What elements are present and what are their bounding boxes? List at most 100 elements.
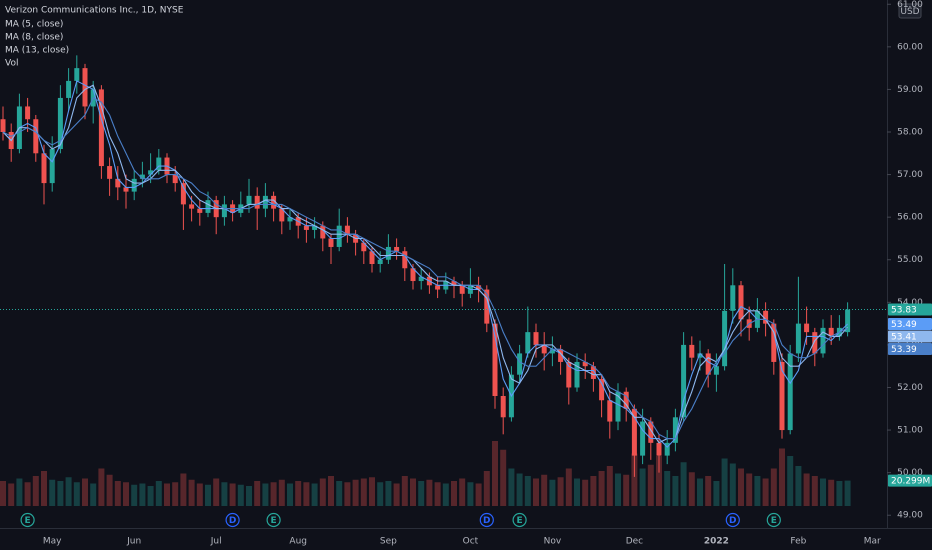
price-label: 53.49 [891, 320, 917, 330]
candle-body [566, 361, 572, 388]
candle-body [795, 323, 801, 354]
candle-body [279, 208, 285, 222]
candle-body [312, 225, 318, 230]
candle-body [435, 285, 441, 290]
event-label: D [229, 516, 236, 526]
candle-body [648, 421, 654, 443]
y-tick-label: 54.00 [897, 298, 923, 308]
volume-bar [16, 478, 23, 506]
candle-body [689, 344, 695, 358]
candle-body [148, 170, 154, 175]
volume-bar [426, 479, 433, 506]
moving-average-line [2, 97, 848, 440]
candle-body [123, 187, 129, 192]
event-badge[interactable] [20, 512, 35, 528]
volume-bar [98, 468, 105, 506]
volume-bar [729, 463, 736, 506]
event-badge[interactable] [266, 512, 281, 528]
volume-bar [254, 481, 261, 506]
volume-bar [147, 486, 154, 506]
event-badge[interactable] [766, 512, 781, 528]
candle-body [394, 246, 400, 252]
volume-bar [196, 483, 203, 506]
moving-average-line [2, 84, 849, 444]
volume-bar [65, 477, 72, 506]
volume-bar [631, 453, 638, 506]
candle-body [25, 106, 31, 120]
candle-body [221, 204, 227, 218]
candle-body [336, 225, 342, 247]
volume-bar [811, 476, 818, 506]
candle-body [262, 195, 268, 209]
candle-body [558, 349, 564, 362]
volume-bar [73, 482, 80, 506]
volume-bar [639, 468, 646, 506]
event-label: D [483, 516, 490, 526]
volume-bar [590, 476, 597, 506]
volume-bar [770, 468, 777, 506]
event-badge[interactable] [479, 512, 494, 528]
legend-entry: Vol [5, 59, 18, 69]
candle-body [197, 208, 203, 213]
event-label: D [729, 516, 736, 526]
volume-bar [434, 482, 441, 506]
volume-bar [172, 482, 179, 506]
candle-body [517, 353, 523, 375]
candle-body [377, 259, 383, 264]
candle-body [541, 344, 547, 354]
candle-body [623, 391, 629, 409]
candle-body [74, 68, 80, 81]
candle-body [500, 396, 506, 418]
y-tick-label: 59.00 [897, 85, 923, 95]
candle-body [590, 366, 596, 379]
event-badge[interactable] [225, 512, 240, 528]
volume-bar [820, 478, 826, 506]
volume-bar [500, 449, 507, 506]
volume-bar [123, 482, 129, 506]
volume-bar [262, 483, 269, 506]
event-label: E [271, 516, 277, 526]
volume-bar [475, 483, 482, 506]
volume-bar [574, 478, 580, 506]
candle-body [664, 442, 670, 456]
volume-bar [287, 483, 293, 506]
legend-entry: MA (5, close) [5, 20, 63, 30]
candle-body [656, 442, 662, 456]
volume-bar [738, 468, 744, 506]
candle-body [98, 89, 104, 167]
currency-box[interactable] [898, 3, 922, 19]
candle-body [82, 68, 88, 107]
volume-bar [656, 456, 662, 506]
volume-bar [549, 479, 556, 506]
candle-body [0, 119, 6, 132]
candle-body [763, 310, 769, 324]
legend: Verizon Communications Inc., 1D, NYSE MA… [5, 6, 184, 69]
y-tick-label: 61.00 [897, 0, 923, 10]
volume-bar [598, 471, 605, 506]
volume-bar [49, 479, 56, 506]
price-label: 53.39 [891, 345, 917, 355]
volume-bar [393, 483, 400, 506]
candle-body [812, 332, 818, 354]
volume-bar [82, 478, 88, 506]
volume-bar [557, 477, 564, 506]
candle-body [549, 349, 555, 354]
volume-bar [90, 483, 97, 506]
candle-body [385, 246, 391, 260]
x-tick-label: Dec [626, 537, 643, 547]
y-tick-label: 55.00 [897, 255, 923, 265]
y-tick-label: 52.00 [897, 383, 923, 393]
candle-body [804, 323, 810, 333]
volume-bar [401, 476, 408, 506]
price-label-box [888, 330, 932, 343]
volume-bar [705, 476, 712, 506]
event-badge[interactable] [512, 512, 527, 528]
price-label-box [888, 318, 932, 331]
candle-body [66, 80, 72, 98]
volume-bar [647, 464, 654, 506]
event-badge[interactable] [725, 512, 740, 528]
volume-bar [106, 474, 113, 506]
x-tick-label: Aug [289, 537, 307, 547]
candle-body [492, 323, 498, 396]
candle-body [328, 238, 334, 247]
